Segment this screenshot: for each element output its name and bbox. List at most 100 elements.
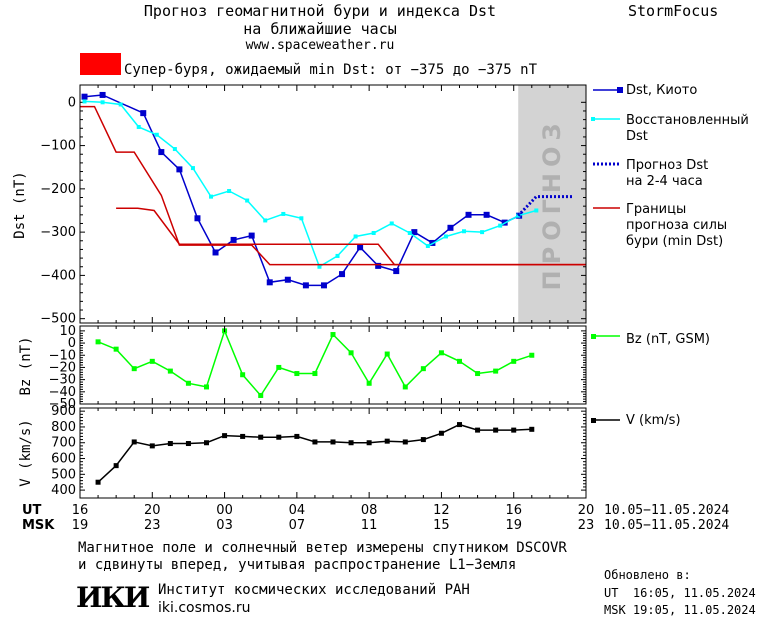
- bz-data-point: [348, 350, 354, 356]
- footer-note-line1: Магнитное поле и солнечный ветер измерен…: [78, 540, 567, 556]
- v-data-point: [204, 440, 209, 446]
- storm-banner-text: Супер-буря, ожидаемый min Dst: от −375 д…: [124, 62, 538, 78]
- bz-data-point: [330, 332, 336, 338]
- bz-series-line: [97, 328, 533, 397]
- bz-data-point: [95, 339, 101, 345]
- y-tick-label: −100: [40, 139, 76, 154]
- x-tick-label-ut: 16: [72, 503, 89, 518]
- x-tick-label-ut: 00: [216, 503, 233, 518]
- dst-data-point: [335, 253, 340, 258]
- x-tick-label-msk: 11: [361, 518, 378, 533]
- y-tick-label: −50: [49, 397, 76, 412]
- y-tick-label: −10: [49, 348, 76, 363]
- updated-label: Обновлено в:: [604, 568, 691, 582]
- dst-data-point: [353, 234, 358, 239]
- dst-data-point: [483, 211, 490, 218]
- dst-data-point: [447, 224, 454, 231]
- v-data-point: [348, 440, 354, 446]
- bz-data-point: [258, 392, 264, 398]
- v-data-point: [276, 434, 282, 440]
- storm-banner-color-box: [80, 53, 121, 75]
- dst-data-point: [100, 100, 105, 105]
- v-data-point: [294, 433, 300, 439]
- chart-subtitle: на ближайшие часы: [243, 20, 397, 38]
- y-tick-label: 800: [51, 420, 76, 435]
- dst-data-point: [425, 243, 430, 248]
- chart-title: Прогноз геомагнитной бури и индекса Dst: [143, 2, 497, 20]
- y-tick-label: 700: [51, 436, 76, 451]
- y-tick-label: 0: [68, 95, 76, 110]
- dst-series-line: [84, 100, 537, 268]
- v-data-point: [240, 433, 246, 439]
- bz-y-axis-label: Bz (nT): [18, 336, 34, 395]
- dst-data-point: [465, 211, 472, 218]
- msk-axis-label: MSK: [22, 518, 55, 533]
- y-tick-label: 10: [59, 324, 76, 339]
- dst-data-point: [480, 230, 485, 235]
- dst-data-point: [443, 234, 448, 239]
- v-data-point: [258, 434, 264, 440]
- legend-dst-restored-label-2: Dst: [626, 129, 648, 144]
- footer-note-line2: и сдвинуты вперед, учитывая распростране…: [78, 557, 517, 573]
- x-tick-label-msk: 15: [433, 518, 450, 533]
- bz-data-point: [167, 368, 173, 374]
- legend-dst-kyoto-label: Dst, Киото: [626, 83, 697, 98]
- ut-date-range: 10.05−11.05.2024: [604, 503, 729, 518]
- institute-website[interactable]: iki.cosmos.ru: [158, 600, 251, 616]
- y-tick-label: −400: [40, 268, 76, 283]
- legend-dst-restored-label-1: Восстановленный: [626, 113, 749, 128]
- y-tick-label: 0: [68, 336, 76, 351]
- v-data-point: [384, 438, 390, 444]
- bz-data-point: [438, 350, 444, 356]
- v-data-point: [95, 479, 101, 485]
- legend-v-marker: [591, 418, 596, 423]
- bz-data-point: [402, 384, 408, 390]
- dst-series-line: [116, 207, 586, 266]
- dst-data-point: [81, 93, 88, 100]
- dst-data-point: [284, 276, 291, 283]
- msk-date-range: 10.05−11.05.2024: [604, 518, 729, 533]
- dst-data-point: [190, 166, 195, 171]
- brand-name: StormFocus: [628, 2, 719, 20]
- institute-name: Институт космических исследований РАН: [158, 582, 470, 598]
- dst-y-axis-label: Dst (nT): [12, 171, 28, 238]
- y-tick-label: 600: [51, 452, 76, 467]
- dst-data-point: [320, 282, 327, 289]
- y-tick-label: −20: [49, 360, 76, 375]
- x-tick-label-ut: 16: [505, 503, 522, 518]
- v-data-point: [131, 439, 137, 445]
- dst-data-point: [462, 229, 467, 234]
- bz-plot-frame: [79, 325, 587, 405]
- dst-data-point: [194, 215, 201, 222]
- v-data-point: [330, 439, 336, 445]
- bz-data-point: [366, 380, 372, 386]
- dst-data-point: [227, 189, 232, 194]
- x-tick-label-ut: 20: [144, 503, 161, 518]
- bz-data-point: [131, 366, 137, 372]
- iki-logo: ИКИ: [76, 581, 150, 614]
- v-data-point: [312, 439, 318, 445]
- legend: Dst, Киото Восстановленный Dst Прогноз D…: [591, 83, 749, 428]
- x-tick-label-ut: 12: [433, 503, 450, 518]
- bz-data-point: [529, 352, 535, 358]
- y-tick-label: −500: [40, 312, 76, 327]
- dst-data-point: [498, 223, 503, 228]
- dst-data-point: [375, 262, 382, 269]
- x-tick-label-msk: 19: [72, 518, 89, 533]
- v-y-axis-label: V (km/s): [18, 419, 34, 486]
- website-link[interactable]: www.spaceweather.ru: [245, 38, 395, 53]
- y-tick-label: 400: [51, 483, 76, 498]
- dst-data-point: [299, 216, 304, 221]
- dst-data-point: [82, 99, 87, 104]
- legend-bounds-label-2: прогноза силы: [626, 218, 727, 233]
- updated-msk: MSK 19:05, 11.05.2024: [604, 603, 756, 617]
- bz-data-point: [475, 371, 481, 377]
- v-data-point: [185, 441, 191, 447]
- dst-data-point: [302, 282, 309, 289]
- dst-data-point: [154, 132, 159, 137]
- dst-data-point: [389, 221, 394, 226]
- v-data-point: [493, 427, 499, 433]
